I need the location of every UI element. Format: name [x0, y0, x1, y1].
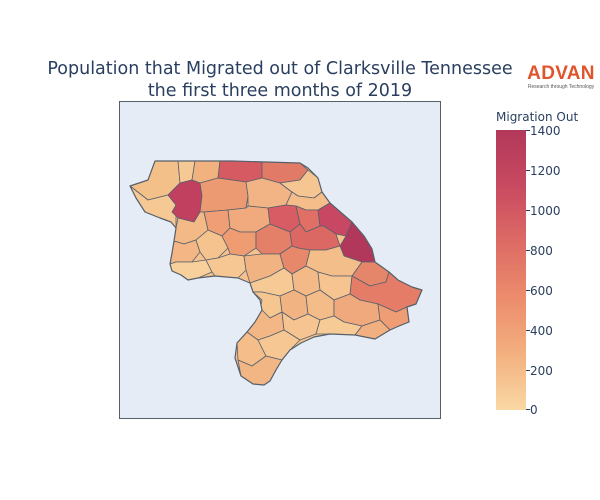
colorbar-tick-label: 200	[530, 364, 553, 378]
logo-tagline: Research through Technology	[527, 84, 595, 90]
colorbar-tick-label: 0	[530, 403, 538, 417]
chart-title: Population that Migrated out of Clarksvi…	[20, 58, 540, 102]
colorbar-tick-label: 1200	[530, 164, 561, 178]
advan-logo: ADVAN Research through Technology	[527, 63, 595, 91]
logo-wordmark: ADVAN	[527, 63, 595, 84]
colorbar-tick-label: 1000	[530, 204, 561, 218]
colorbar-tick-label: 800	[530, 244, 553, 258]
colorbar-tick-label: 400	[530, 324, 553, 338]
colorbar-tick-label: 600	[530, 284, 553, 298]
colorbar-gradient	[496, 130, 526, 410]
title-line-2: the first three months of 2019	[147, 81, 413, 101]
map-region[interactable]	[195, 229, 229, 261]
colorbar-ticks	[526, 130, 530, 410]
county-outline	[129, 160, 423, 386]
colorbar-title: Migration Out	[496, 110, 579, 124]
title-line-1: Population that Migrated out of Clarksvi…	[47, 59, 513, 79]
colorbar-tick-label: 1400	[530, 124, 561, 138]
map-region[interactable]	[199, 177, 249, 213]
